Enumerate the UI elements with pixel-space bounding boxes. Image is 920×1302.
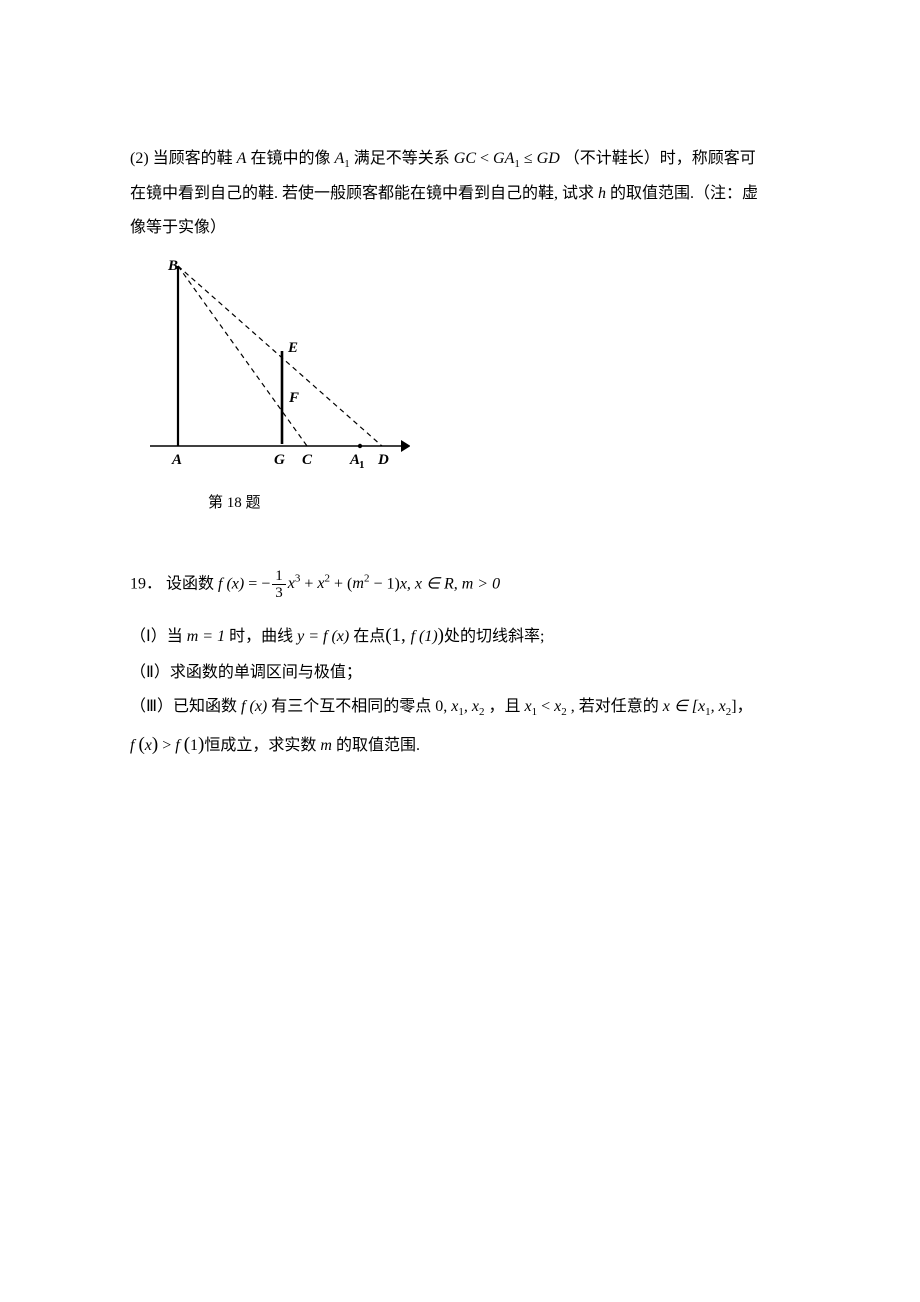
- text: 满足不等关系: [354, 150, 450, 167]
- q19-part2: （Ⅱ）求函数的单调区间与极值；: [130, 658, 800, 688]
- text: 的取值范围.（注：虚: [610, 185, 758, 202]
- text: （Ⅲ）已知函数: [130, 698, 241, 715]
- svg-text:B: B: [167, 258, 178, 274]
- xtail: x, x ∈ R, m > 0: [400, 575, 500, 592]
- text: 恒成立，求实数: [204, 737, 320, 754]
- q18-figure: BEFAGCA1D: [150, 258, 410, 478]
- mbase: m: [352, 575, 364, 592]
- text: 在镜中看到自己的鞋. 若使一般顾客都能在镜中看到自己的鞋, 试求: [130, 185, 598, 202]
- frac-1-3: 13: [272, 568, 286, 602]
- x3: x3: [288, 575, 301, 592]
- var-m: m: [320, 737, 332, 754]
- ineq-GA1: GA1: [493, 150, 520, 167]
- fx: f (x): [218, 575, 244, 592]
- fx: f (x): [241, 698, 267, 715]
- m1: m = 1: [187, 628, 225, 645]
- plus2: + (: [330, 575, 352, 592]
- text: （不计鞋长）时，称顾客可: [564, 150, 756, 167]
- gt: >: [158, 737, 175, 754]
- text: 在镜中的像: [250, 150, 334, 167]
- text: , 若对任意的: [571, 698, 663, 715]
- figure-caption: 第 18 题: [208, 489, 800, 518]
- ga-base: GA: [493, 150, 514, 167]
- xbase2: x: [317, 575, 324, 592]
- svg-text:E: E: [287, 340, 298, 356]
- svg-text:G: G: [274, 452, 285, 468]
- svg-text:D: D: [377, 452, 389, 468]
- text: 处的切线斜率;: [444, 628, 544, 645]
- text: （Ⅱ）求函数的单调区间与极值；: [130, 664, 362, 681]
- svg-text:C: C: [302, 452, 313, 468]
- var-A1: A1: [334, 150, 349, 167]
- text: 的取值范围.: [332, 737, 420, 754]
- var-A: A: [237, 150, 247, 167]
- text: 有三个互不相同的零点: [271, 698, 431, 715]
- yfx: y = f (x): [297, 628, 349, 645]
- q19-block: 19． 设函数 f (x) = −13x3 + x2 + (m2 − 1)x, …: [130, 568, 800, 764]
- lt: <: [537, 698, 554, 715]
- c: , x: [464, 698, 479, 715]
- eq: = −: [248, 575, 270, 592]
- a1-sub: 1: [344, 158, 350, 170]
- svg-text:F: F: [288, 390, 299, 406]
- xbase: x: [288, 575, 295, 592]
- le: ≤: [520, 150, 537, 167]
- x1b: x: [525, 698, 532, 715]
- m2: m2: [352, 575, 369, 592]
- xin: x ∈ [x1, x2]: [663, 698, 737, 715]
- f1: f (1): [411, 628, 438, 645]
- text: ，且: [488, 698, 524, 715]
- q19-part3-line2: f (x) > f (1)恒成立，求实数 m 的取值范围.: [130, 727, 800, 763]
- text: (2) 当顾客的鞋: [130, 150, 237, 167]
- var-h: h: [598, 185, 606, 202]
- xinc: , x: [711, 698, 726, 715]
- q19-number: 19．: [130, 575, 162, 592]
- a1-base: A: [334, 150, 344, 167]
- text: 像等于实像）: [130, 219, 226, 236]
- f1: f (1): [175, 737, 204, 754]
- text: 时，曲线: [229, 628, 297, 645]
- svg-text:1: 1: [359, 459, 365, 471]
- text: 设函数: [166, 575, 218, 592]
- pt-open: (1,: [385, 625, 410, 646]
- ineq-GC: GC: [454, 150, 476, 167]
- x2v: x2: [554, 698, 567, 715]
- q18-part2-line2: 在镜中看到自己的鞋. 若使一般顾客都能在镜中看到自己的鞋, 试求 h 的取值范围…: [130, 179, 800, 209]
- q19-part3-line1: （Ⅲ）已知函数 f (x) 有三个互不相同的零点 0, x1, x2 ，且 x1…: [130, 692, 800, 723]
- q18-part2-line3: 像等于实像）: [130, 213, 800, 243]
- q19-part1: （Ⅰ）当 m = 1 时，曲线 y = f (x) 在点(1, f (1))处的…: [130, 618, 800, 654]
- den: 3: [272, 585, 286, 602]
- svg-text:A: A: [171, 452, 182, 468]
- xin-a: x ∈ [x: [663, 698, 705, 715]
- text: （Ⅰ）当: [130, 628, 187, 645]
- fx: f (x): [130, 737, 158, 754]
- q18-part2-line1: (2) 当顾客的鞋 A 在镜中的像 A1 满足不等关系 GC < GA1 ≤ G…: [130, 144, 800, 175]
- plus: +: [300, 575, 317, 592]
- lt: <: [476, 150, 493, 167]
- ineq-GD: GD: [537, 150, 560, 167]
- q19-stem: 19． 设函数 f (x) = −13x3 + x2 + (m2 − 1)x, …: [130, 568, 800, 602]
- text: ，: [737, 698, 753, 715]
- zeros: 0, x1, x2: [435, 698, 484, 715]
- text: 在点: [353, 628, 385, 645]
- x2: x2: [317, 575, 330, 592]
- num: 1: [272, 568, 286, 586]
- x2s: 2: [561, 706, 567, 718]
- s2: 2: [479, 706, 485, 718]
- q18-figure-block: BEFAGCA1D 第 18 题: [150, 258, 800, 518]
- x1: x1: [525, 698, 538, 715]
- minus1: − 1): [369, 575, 399, 592]
